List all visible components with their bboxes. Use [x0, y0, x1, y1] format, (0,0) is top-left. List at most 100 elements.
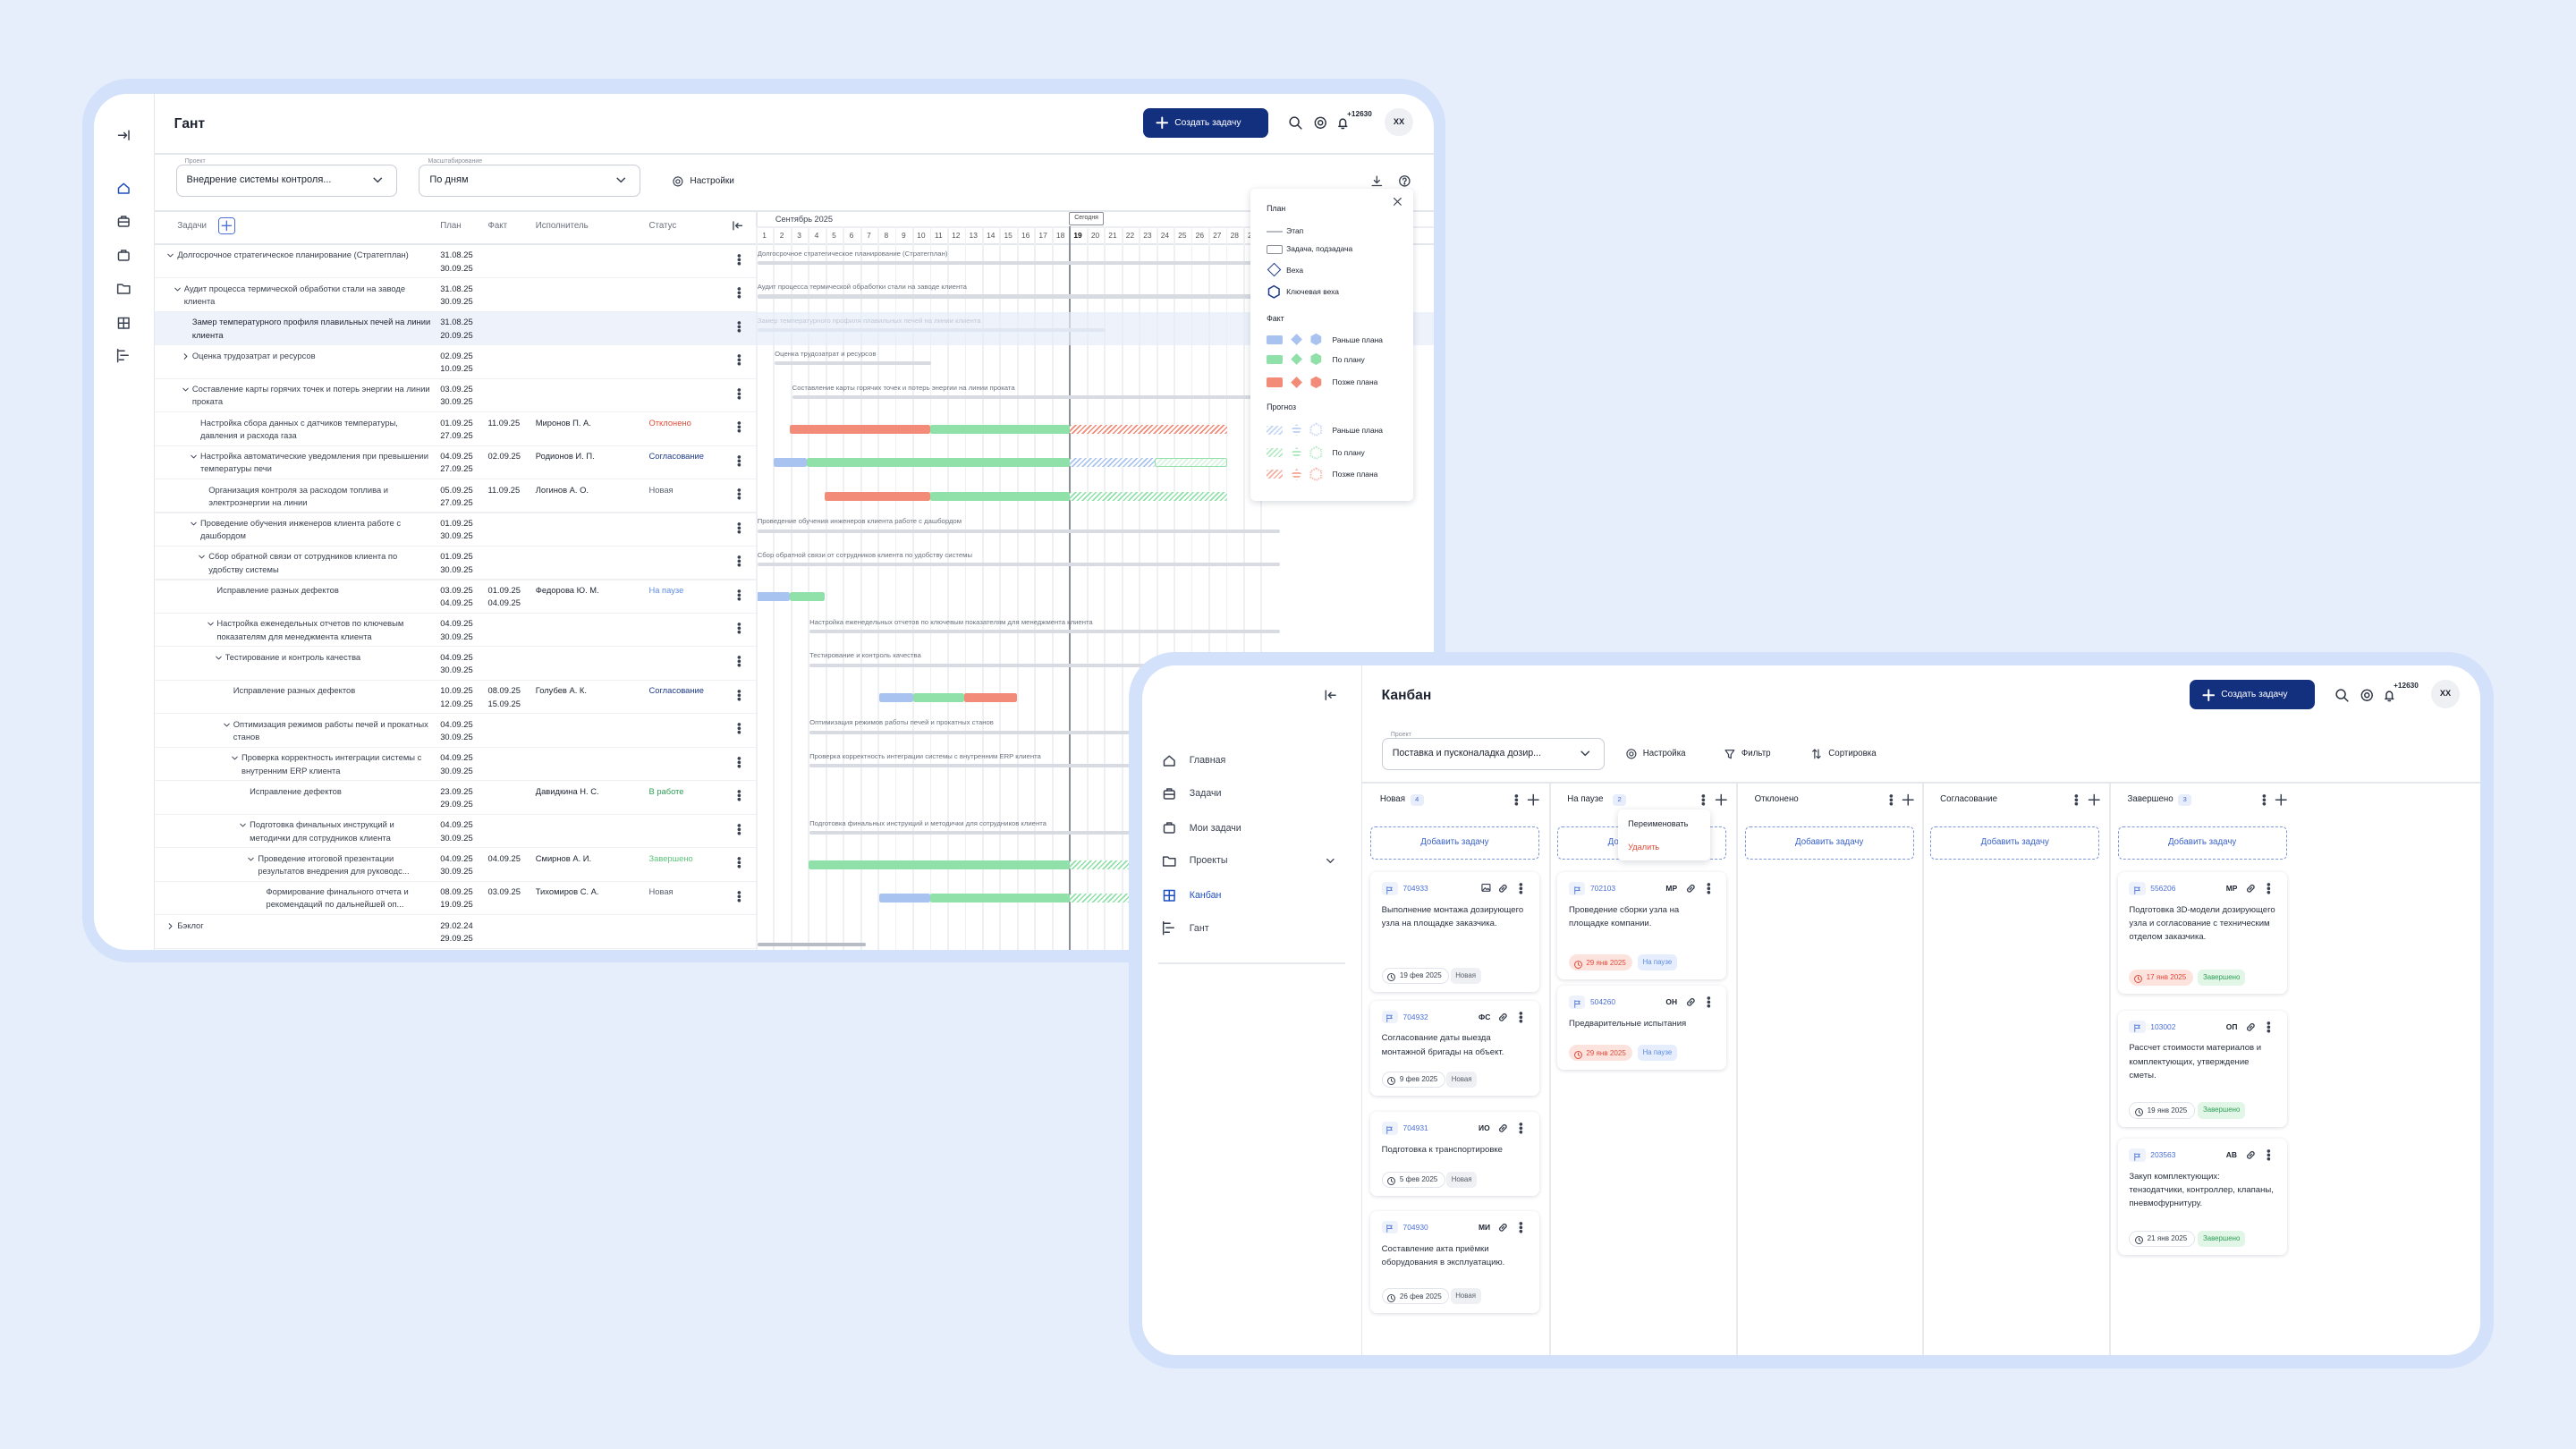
task-card[interactable]: 504260 ОН Предварительные испытания 29 янв …: [1557, 986, 1727, 1070]
row-menu-button[interactable]: [733, 589, 746, 602]
expand-toggle[interactable]: [189, 450, 199, 460]
task-name[interactable]: Бэклог: [177, 920, 204, 930]
row-menu-button[interactable]: [733, 655, 746, 668]
task-name[interactable]: Проверка корректность интеграции системы…: [241, 753, 422, 775]
expand-toggle[interactable]: [165, 919, 175, 929]
row-menu-button[interactable]: [733, 756, 746, 769]
expand-toggle[interactable]: [165, 249, 175, 258]
row-menu-button[interactable]: [733, 622, 746, 635]
expand-toggle[interactable]: [181, 383, 191, 393]
nav-icon[interactable]: [116, 348, 131, 363]
task-name[interactable]: Проведение итоговой презентации результа…: [258, 853, 410, 877]
task-name[interactable]: Замер температурного профиля плавильных …: [191, 318, 431, 340]
expand-toggle[interactable]: [206, 617, 216, 627]
expand-toggle[interactable]: [214, 651, 224, 661]
task-card[interactable]: 704930 МИ Составление акта приёмки оборудо…: [1369, 1210, 1539, 1313]
project-select[interactable]: Поставка и пусконаладка дозир...: [1381, 737, 1606, 771]
card-menu-button[interactable]: [1702, 882, 1716, 895]
column-add-button[interactable]: [2087, 792, 2102, 808]
column-menu-button[interactable]: [2258, 793, 2271, 807]
add-task-button[interactable]: Добавить задачу: [1369, 826, 1539, 860]
card-menu-button[interactable]: [2262, 1148, 2275, 1162]
task-name[interactable]: Сбор обратной связи от сотрудников клиен…: [208, 552, 398, 574]
task-name[interactable]: Проведение обучения инженеров клиента ра…: [200, 518, 402, 541]
task-name[interactable]: Формирование финального отчета и рекомен…: [266, 887, 409, 910]
task-name[interactable]: Исправление разных дефектов: [216, 585, 339, 595]
create-task-button[interactable]: Создать задачу: [1143, 108, 1268, 139]
row-menu-button[interactable]: [733, 286, 746, 300]
task-name[interactable]: Исправление дефектов: [250, 786, 342, 796]
card-menu-button[interactable]: [1514, 1122, 1528, 1135]
task-card[interactable]: 556206 МР Подготовка 3D-модели дозирующего…: [2117, 872, 2287, 995]
row-menu-button[interactable]: [733, 320, 746, 334]
add-task-button[interactable]: [218, 217, 235, 234]
add-task-button[interactable]: Добавить задачу: [2117, 826, 2287, 860]
row-menu-button[interactable]: [733, 890, 746, 903]
collapse-table-button[interactable]: [731, 219, 744, 233]
nav-icon[interactable]: [116, 214, 131, 229]
card-menu-button[interactable]: [1514, 1011, 1528, 1024]
nav-item[interactable]: Мои задачи: [1189, 822, 1241, 834]
search-button[interactable]: [1288, 115, 1303, 131]
row-menu-button[interactable]: [733, 555, 746, 568]
column-add-button[interactable]: [1901, 792, 1916, 808]
column-menu-button[interactable]: [1510, 793, 1523, 807]
task-card[interactable]: 704932 ФС Согласование даты выезда монтажн…: [1369, 1000, 1539, 1097]
task-card[interactable]: 702103 МР Проведение сборки узла на площад…: [1557, 872, 1727, 979]
close-legend-button[interactable]: [1392, 196, 1403, 208]
task-name[interactable]: Составление карты горячих точек и потерь…: [191, 385, 430, 407]
notifications-button[interactable]: [1335, 115, 1351, 131]
task-name[interactable]: Подготовка финальных инструкций и методи…: [250, 820, 394, 843]
menu-item[interactable]: Переименовать: [1628, 818, 1689, 828]
task-name[interactable]: Настройка сбора данных с датчиков темпер…: [200, 418, 398, 440]
row-menu-button[interactable]: [733, 387, 746, 401]
user-avatar[interactable]: ХХ: [1385, 108, 1413, 137]
nav-item[interactable]: Гант: [1189, 922, 1209, 934]
scale-select[interactable]: По дням: [419, 164, 641, 198]
create-task-button[interactable]: Создать задачу: [2190, 680, 2315, 710]
project-select[interactable]: Внедрение системы контроля...: [175, 164, 398, 198]
row-menu-button[interactable]: [733, 722, 746, 735]
task-name[interactable]: Исправление разных дефектов: [233, 686, 356, 696]
nav-item[interactable]: Главная: [1189, 755, 1226, 767]
task-name[interactable]: Организация контроля за расходом топлива…: [208, 485, 388, 507]
download-button[interactable]: [1370, 174, 1384, 188]
card-menu-button[interactable]: [1702, 996, 1716, 1009]
card-menu-button[interactable]: [1514, 882, 1528, 895]
row-menu-button[interactable]: [733, 420, 746, 434]
nav-icon[interactable]: [116, 248, 131, 263]
column-menu-button[interactable]: [2070, 793, 2083, 807]
row-menu-button[interactable]: [733, 856, 746, 869]
search-button[interactable]: [2334, 688, 2350, 703]
settings-button[interactable]: Настройки: [690, 175, 734, 186]
help-button[interactable]: [1398, 174, 1411, 188]
expand-toggle[interactable]: [197, 550, 207, 560]
row-menu-button[interactable]: [733, 789, 746, 802]
task-card[interactable]: 203563 АВ Закуп комплектующих: тензодатчик…: [2117, 1138, 2287, 1256]
row-menu-button[interactable]: [733, 253, 746, 267]
task-name[interactable]: Настройка автоматические уведомления при…: [200, 452, 428, 474]
task-name[interactable]: Оптимизация режимов работы печей и прока…: [233, 719, 428, 742]
nav-icon[interactable]: [116, 181, 131, 196]
expand-toggle[interactable]: [222, 718, 232, 728]
task-name[interactable]: Тестирование и контроль качества: [225, 652, 361, 662]
task-name[interactable]: Оценка трудозатрат и ресурсов: [191, 351, 316, 360]
card-menu-button[interactable]: [2262, 882, 2275, 895]
task-name[interactable]: Аудит процесса термической обработки ста…: [183, 284, 406, 307]
settings-button[interactable]: [1313, 115, 1328, 131]
add-task-button[interactable]: Добавить задачу: [1930, 826, 2100, 860]
task-name[interactable]: Долгосрочное стратегическое планирование…: [177, 250, 409, 260]
filter-button[interactable]: Фильтр: [1741, 748, 1771, 758]
row-menu-button[interactable]: [733, 521, 746, 535]
nav-item[interactable]: Проекты: [1189, 855, 1228, 867]
expand-toggle[interactable]: [230, 751, 240, 761]
expand-toggle[interactable]: [189, 517, 199, 527]
task-name[interactable]: Настройка еженедельных отчетов по ключев…: [216, 619, 404, 641]
column-add-button[interactable]: [1526, 792, 1541, 808]
nav-item[interactable]: Канбан: [1189, 889, 1222, 901]
column-menu-button[interactable]: [1697, 793, 1710, 807]
sort-button[interactable]: Сортировка: [1828, 748, 1877, 758]
row-menu-button[interactable]: [733, 454, 746, 468]
row-menu-button[interactable]: [733, 823, 746, 836]
nav-icon[interactable]: [116, 281, 131, 296]
